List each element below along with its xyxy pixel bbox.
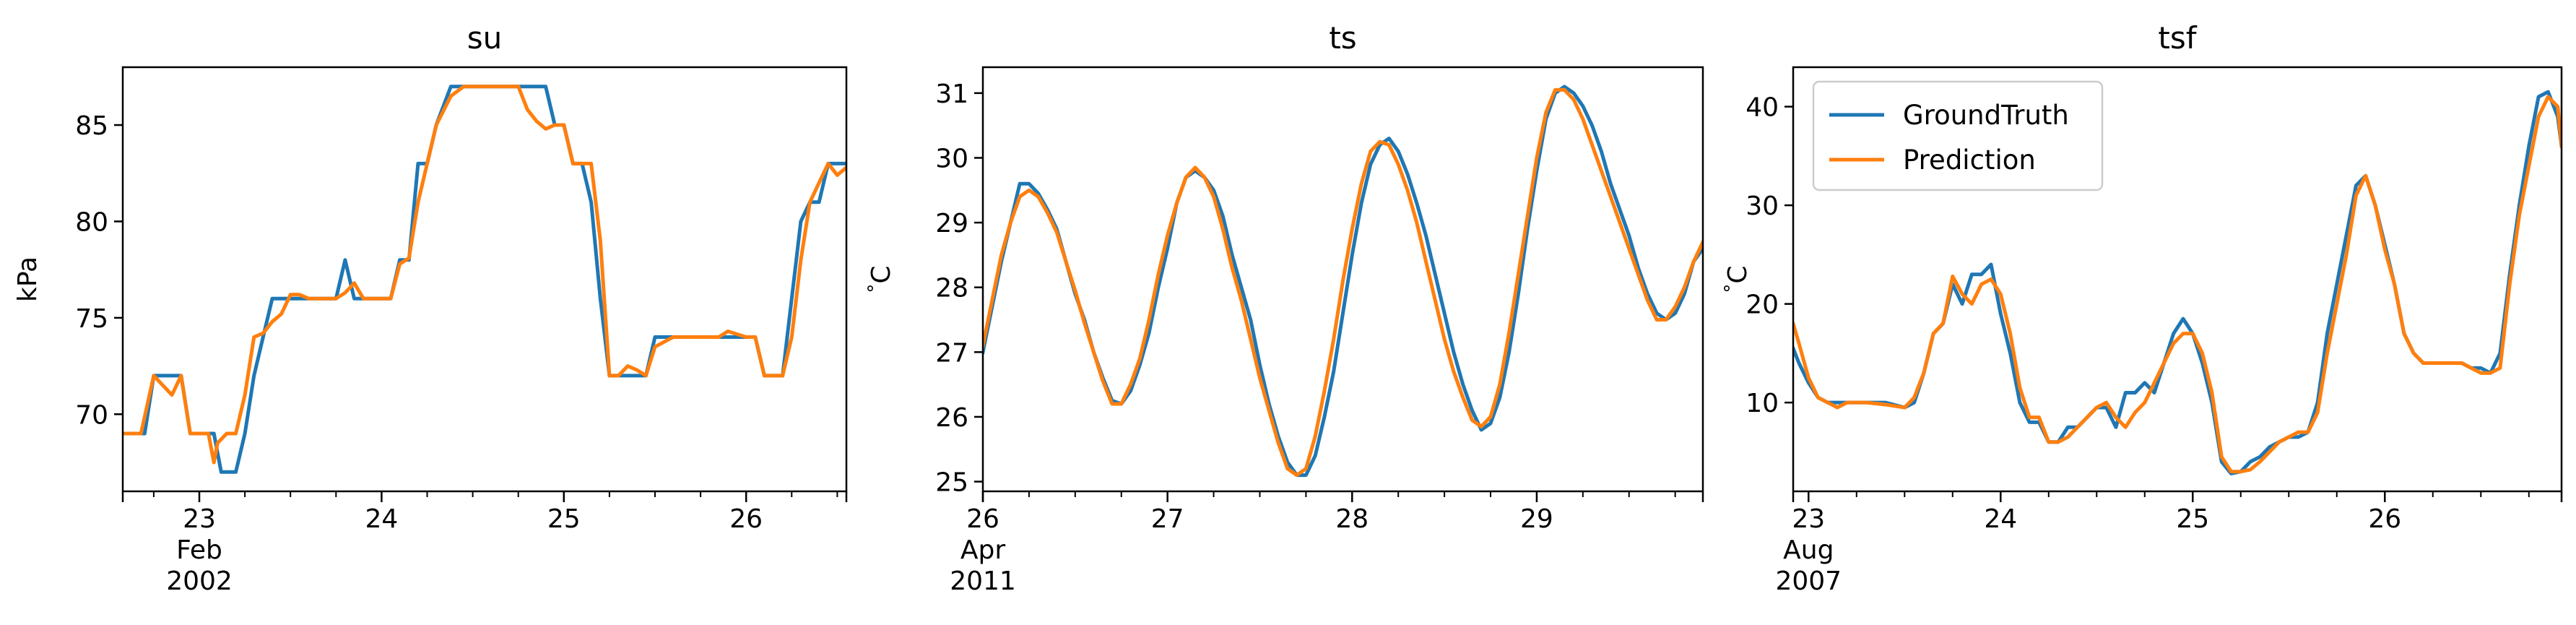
legend-label: GroundTruth <box>1903 100 2069 131</box>
legend-box <box>1812 80 2104 191</box>
y-tick-label: 28 <box>935 274 968 303</box>
y-tick-label: 29 <box>935 209 968 238</box>
unit-letter: C <box>1723 265 1753 283</box>
x-tick-label: 28 <box>1335 504 1369 534</box>
y-tick-label: 75 <box>75 304 108 334</box>
x-tick-label: 26 <box>729 504 763 534</box>
y-tick-label: 10 <box>1745 389 1779 418</box>
y-tick-label: 30 <box>1745 191 1779 221</box>
series-line-groundtruth <box>123 85 846 474</box>
x-tick-label: 25 <box>2176 504 2209 534</box>
y-tick-label: 31 <box>935 79 968 109</box>
y-axis-label: kPa <box>13 257 43 302</box>
axes-frame <box>1792 66 2563 493</box>
x-tick-label: 23 <box>1792 504 1825 534</box>
y-tick-label: 26 <box>935 403 968 433</box>
y-axis-label: °C <box>864 265 896 293</box>
x-tick-label: 2007 <box>1775 566 1842 596</box>
y-tick-label: 70 <box>75 400 108 430</box>
x-tick-label: 25 <box>547 504 581 534</box>
x-tick-label: 24 <box>1984 504 2017 534</box>
y-tick-label: 25 <box>935 468 968 498</box>
unit-letter: C <box>867 265 896 283</box>
legend: GroundTruth Prediction <box>1812 80 2104 191</box>
series-line-prediction <box>1793 95 2562 474</box>
series-line-prediction <box>123 85 846 465</box>
x-tick-label: Aug <box>1783 535 1834 565</box>
axes-frame <box>121 66 848 493</box>
x-tick-label: 2002 <box>166 566 233 596</box>
series-line-prediction <box>983 87 1703 478</box>
chart-title: tsf <box>2158 20 2197 56</box>
x-tick-label: 29 <box>1520 504 1553 534</box>
chart-title: su <box>467 20 503 56</box>
axes-frame <box>981 66 1704 493</box>
x-tick-label: Apr <box>960 535 1005 565</box>
x-tick-label: 27 <box>1151 504 1184 534</box>
y-tick-label: 80 <box>75 207 108 237</box>
y-tick-label: 27 <box>935 338 968 368</box>
degree-superscript: ° <box>1721 284 1743 293</box>
chart-title: ts <box>1329 20 1356 56</box>
legend-label: Prediction <box>1903 145 2036 176</box>
degree-superscript: ° <box>864 284 886 293</box>
x-tick-label: 26 <box>2368 504 2401 534</box>
y-tick-label: 85 <box>75 111 108 141</box>
x-tick-label: Feb <box>176 535 222 565</box>
x-tick-label: 2011 <box>950 566 1016 596</box>
y-tick-label: 40 <box>1745 93 1779 123</box>
y-tick-label: 20 <box>1745 290 1779 320</box>
y-axis-label: °C <box>1721 265 1753 293</box>
x-tick-label: 23 <box>183 504 216 534</box>
y-tick-label: 30 <box>935 144 968 173</box>
x-tick-label: 26 <box>966 504 999 534</box>
x-tick-label: 24 <box>365 504 398 534</box>
